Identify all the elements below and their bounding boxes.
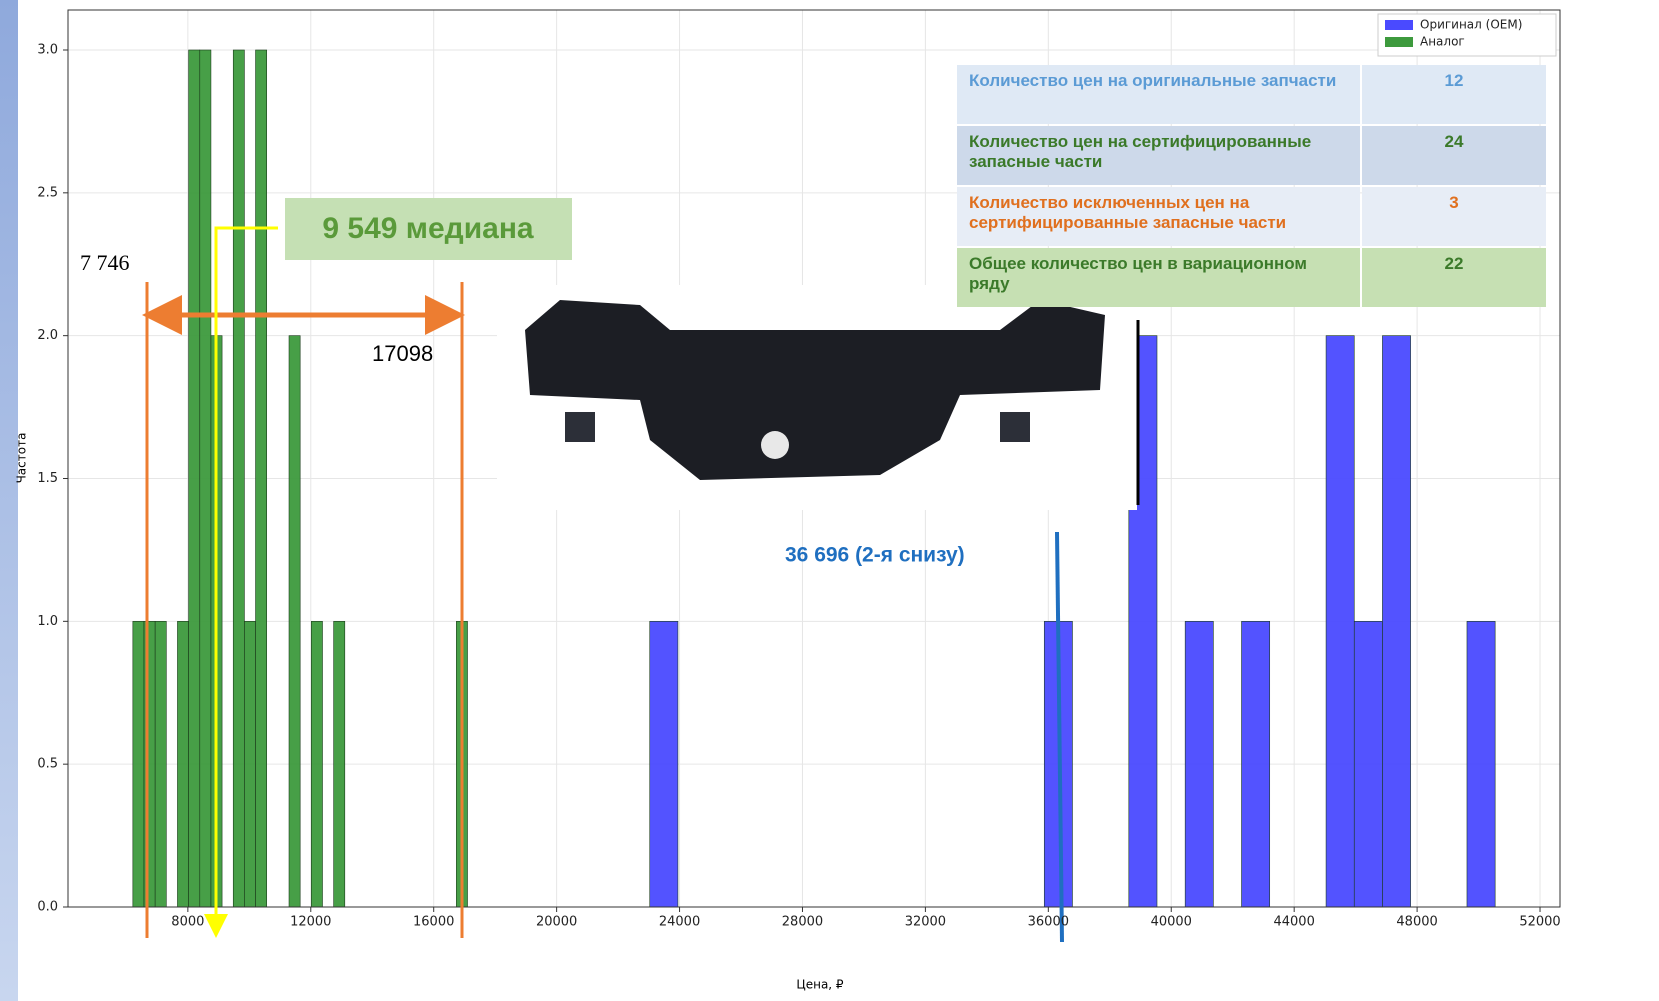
max-label: 17098 [372,341,433,366]
x-tick-label: 28000 [782,915,823,930]
histogram-bar [132,621,145,908]
histogram-bar [255,49,268,908]
x-axis-label: Цена, ₽ [796,978,844,992]
legend-swatch [1385,20,1413,30]
table-row: Количество цен на сертифицированные запа… [957,126,1546,185]
oem-label: 36 696 (2-я снизу) [785,544,965,567]
histogram-bar [244,621,256,908]
histogram-bar [311,621,323,908]
x-tick-label: 32000 [905,915,946,930]
legend-swatch [1385,37,1413,47]
histogram-bar [1241,621,1271,908]
histogram-bar [1184,621,1214,908]
y-tick-label: 0.5 [37,757,58,772]
table-cell: 22 [1362,248,1546,307]
table-cell: 12 [1362,65,1546,124]
x-tick-label: 40000 [1151,915,1192,930]
y-tick-label: 0.0 [37,900,58,915]
histogram-bar [288,335,301,908]
histogram-bar [1353,621,1383,908]
x-tick-label: 44000 [1273,915,1314,930]
plot-frame [67,9,1561,908]
y-axis-label: Частота [15,433,29,484]
histogram-bar [649,621,679,908]
histogram-bar [199,49,212,908]
y-tick-label: 2.0 [37,328,58,343]
histogram-bar [333,621,346,908]
table-cell: 24 [1362,126,1546,185]
x-tick-label: 48000 [1396,915,1437,930]
legend-label: Оригинал (OEM) [1420,18,1522,32]
histogram-bar [1382,335,1411,908]
table-cell: 3 [1362,187,1546,246]
median-box [285,198,572,260]
summary-table: Количество цен на оригинальные запчасти 1… [955,63,1548,309]
x-tick-label: 12000 [290,915,331,930]
histogram-bar [1325,335,1355,908]
side-strip [0,0,18,1001]
x-tick-label: 16000 [413,915,454,930]
y-tick-label: 1.0 [37,614,58,629]
part-image [497,285,1140,510]
median-line [204,226,278,938]
table-cell: Количество цен на оригинальные запчасти [957,65,1360,124]
y-tick-label: 1.5 [37,471,58,486]
x-tick-label: 20000 [536,915,577,930]
table-row: Количество исключенных цен на сертифицир… [957,187,1546,246]
table-cell: Общее количество цен в вариационном ряду [957,248,1360,307]
table-row: Общее количество цен в вариационном ряду… [957,248,1546,307]
median-label: 9 549 медиана [322,212,534,245]
x-tick-label: 52000 [1519,915,1560,930]
histogram-bar [232,49,245,908]
y-tick-label: 2.5 [37,185,58,200]
histogram-bar [1466,621,1496,908]
x-tick-label: 36000 [1028,915,1069,930]
y-tick-label: 3.0 [37,42,58,57]
oem-marker-line [1055,531,1064,943]
table-cell: Количество исключенных цен на сертифицир… [957,187,1360,246]
histogram-bar [188,49,201,908]
legend-label: Аналог [1420,35,1465,49]
table-row: Количество цен на оригинальные запчасти 1… [957,65,1546,124]
table-cell: Количество цен на сертифицированные запа… [957,126,1360,185]
histogram-bar [154,621,167,908]
x-tick-label: 8000 [171,915,204,930]
min-label: 7 746 [80,250,130,275]
histogram-bar [177,621,189,908]
x-tick-label: 24000 [659,915,700,930]
